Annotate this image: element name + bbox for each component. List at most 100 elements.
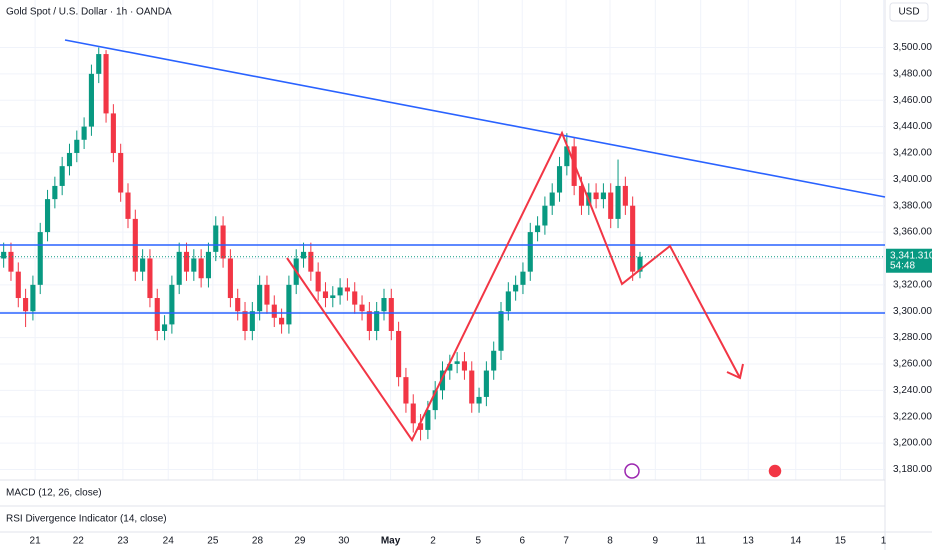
candle-body <box>23 298 29 312</box>
candle-body <box>556 166 563 193</box>
x-tick-label: 29 <box>294 536 306 547</box>
candle-body <box>549 192 555 206</box>
candle-body <box>257 284 263 312</box>
x-tick-label: 7 <box>563 536 569 547</box>
candle-body <box>425 410 431 430</box>
candle-body <box>403 377 409 404</box>
candle-body <box>520 271 526 285</box>
x-tick-label: 13 <box>743 536 755 547</box>
candle-body <box>505 291 511 312</box>
y-tick-label: 3,360.000 <box>893 227 932 238</box>
y-tick-label: 3,260.000 <box>893 359 932 370</box>
candle-body <box>140 258 146 272</box>
candle-body <box>198 258 204 279</box>
candle-body <box>322 291 329 299</box>
x-tick-label: 1 <box>881 536 887 547</box>
candle-body <box>630 205 636 272</box>
x-tick-label: May <box>381 536 401 547</box>
candle-body <box>81 126 87 140</box>
x-tick-label: 23 <box>117 536 129 547</box>
candle-body <box>432 390 438 411</box>
candle-body <box>88 73 94 127</box>
candle-body <box>118 152 124 193</box>
x-tick-label: 28 <box>252 536 264 547</box>
candle-body <box>30 284 36 312</box>
candle-body <box>154 298 160 331</box>
candle-body <box>469 370 475 404</box>
price-tag <box>886 248 932 273</box>
y-tick-label: 3,320.000 <box>893 279 932 290</box>
candle-body <box>315 271 321 292</box>
candle-body <box>249 311 255 331</box>
price-tag-label: 3,341.310 <box>890 250 932 261</box>
y-tick-label: 3,480.000 <box>893 68 932 79</box>
y-tick-label: 3,300.000 <box>893 306 932 317</box>
candle-body <box>52 185 58 200</box>
candle-body <box>213 225 219 252</box>
candle-body <box>176 251 182 285</box>
candle-body <box>264 284 270 305</box>
candle-body <box>388 298 394 331</box>
x-tick-label: 24 <box>163 536 175 547</box>
candle-body <box>162 324 168 331</box>
trend-line <box>64 39 886 198</box>
candle-body <box>396 330 402 378</box>
candle-body <box>439 370 446 391</box>
candle-body <box>513 284 519 292</box>
candle-body <box>447 363 453 371</box>
arrow-head <box>726 363 744 380</box>
candle-body <box>205 251 212 279</box>
currency-box[interactable] <box>889 2 929 22</box>
candle-body <box>147 258 153 299</box>
y-tick-label: 3,180.000 <box>893 464 932 475</box>
candle-body <box>169 284 175 325</box>
x-tick-label: 11 <box>695 536 706 547</box>
candle-body <box>454 361 460 364</box>
candle-body <box>8 251 14 272</box>
x-tick-label: 5 <box>476 536 482 547</box>
x-tick-label: 22 <box>73 536 85 547</box>
candle-body <box>235 298 241 312</box>
candle-body <box>110 113 116 153</box>
candle-body <box>615 185 621 219</box>
candle-body <box>227 258 233 299</box>
event-icon[interactable] <box>624 463 640 479</box>
candle-body <box>461 361 468 371</box>
candle-body <box>300 251 307 259</box>
candle-body <box>15 271 21 299</box>
y-tick-label: 3,240.000 <box>893 385 932 396</box>
projection-path <box>286 130 741 442</box>
candle-body <box>1 251 7 259</box>
candle-body <box>359 304 365 312</box>
countdown: 54:48 <box>890 260 915 271</box>
candle-body <box>491 350 497 371</box>
candle-body <box>183 251 190 272</box>
candle-body <box>44 199 51 233</box>
candle-body <box>242 311 248 331</box>
candle-body <box>483 370 489 397</box>
indicator-label: RSI Divergence Indicator (14, close) <box>6 514 167 525</box>
candle-body <box>476 396 482 404</box>
candle-body <box>527 232 533 272</box>
x-tick-label: 6 <box>519 536 525 547</box>
candle-body <box>337 287 343 296</box>
candle-body <box>535 225 541 233</box>
x-tick-label: 2 <box>430 536 436 547</box>
x-tick-label: 21 <box>30 536 42 547</box>
x-tick-label: 14 <box>790 536 802 547</box>
candle-body <box>271 304 277 318</box>
y-tick-label: 3,220.000 <box>893 411 932 422</box>
candle-body <box>344 287 350 292</box>
candle-body <box>37 232 43 285</box>
x-tick-label: 8 <box>607 536 613 547</box>
candle-body <box>286 284 292 325</box>
y-tick-label: 3,380.000 <box>893 200 932 211</box>
event-icon[interactable] <box>767 463 783 479</box>
candle-body <box>66 152 73 167</box>
candle-body <box>220 225 226 259</box>
candle-body <box>59 166 65 186</box>
candle-body <box>498 311 504 351</box>
candle-body <box>366 311 372 331</box>
